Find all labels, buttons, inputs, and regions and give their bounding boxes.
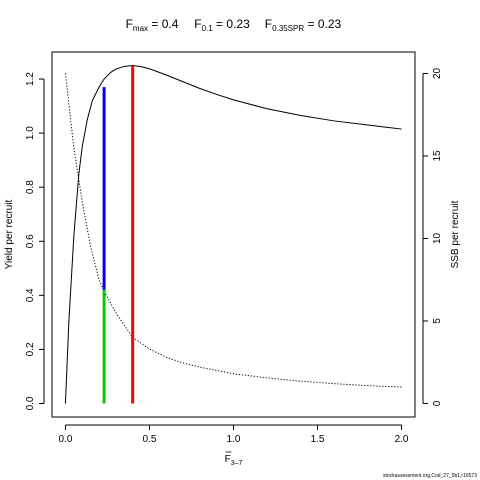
title-part-1: F0.1 = 0.23	[194, 17, 250, 33]
x-axis-title: F3–7	[225, 454, 243, 467]
y-axis-right: 0 5 10 15 20	[422, 67, 443, 406]
y2-tick-label: 0	[432, 400, 443, 406]
title-part-0: Fmax = 0.4	[126, 17, 179, 33]
x-axis: 0.0 0.5 1.0 1.5 2.0	[58, 424, 409, 445]
chart-title: Fmax = 0.4 F0.1 = 0.23 F0.35SPR = 0.23	[126, 17, 342, 33]
y2-tick-label: 20	[432, 67, 443, 79]
x-tick-label: 1.0	[227, 434, 241, 445]
plot-frame	[51, 51, 416, 418]
y-tick-label: 0.0	[25, 396, 36, 410]
y-tick-label: 0.8	[25, 180, 36, 194]
y2-tick-label: 5	[432, 318, 443, 324]
y-tick-label: 0.2	[25, 342, 36, 356]
y-tick-label: 1.0	[25, 126, 36, 140]
x-tick-label: 1.5	[311, 434, 325, 445]
y-axis-title: Yield per recruit	[4, 199, 15, 269]
y-tick-label: 0.4	[25, 288, 36, 302]
y-axis-left: 0.0 0.2 0.4 0.6 0.8 1.0 1.2	[25, 72, 45, 410]
y-tick-label: 1.2	[25, 72, 36, 86]
y-tick-label: 0.6	[25, 234, 36, 248]
x-tick-label: 2.0	[395, 434, 409, 445]
x-tick-label: 0.5	[143, 434, 157, 445]
y2-axis-title: SSB per recruit	[450, 200, 461, 268]
x-tick-label: 0.0	[58, 434, 72, 445]
reference-lines	[102, 65, 135, 404]
y2-tick-label: 10	[432, 232, 443, 244]
y2-tick-label: 15	[432, 150, 443, 162]
footer-source: stockassessment.org,Cod_27_5b1,r16573	[383, 473, 477, 479]
title-part-2: F0.35SPR = 0.23	[265, 17, 342, 33]
